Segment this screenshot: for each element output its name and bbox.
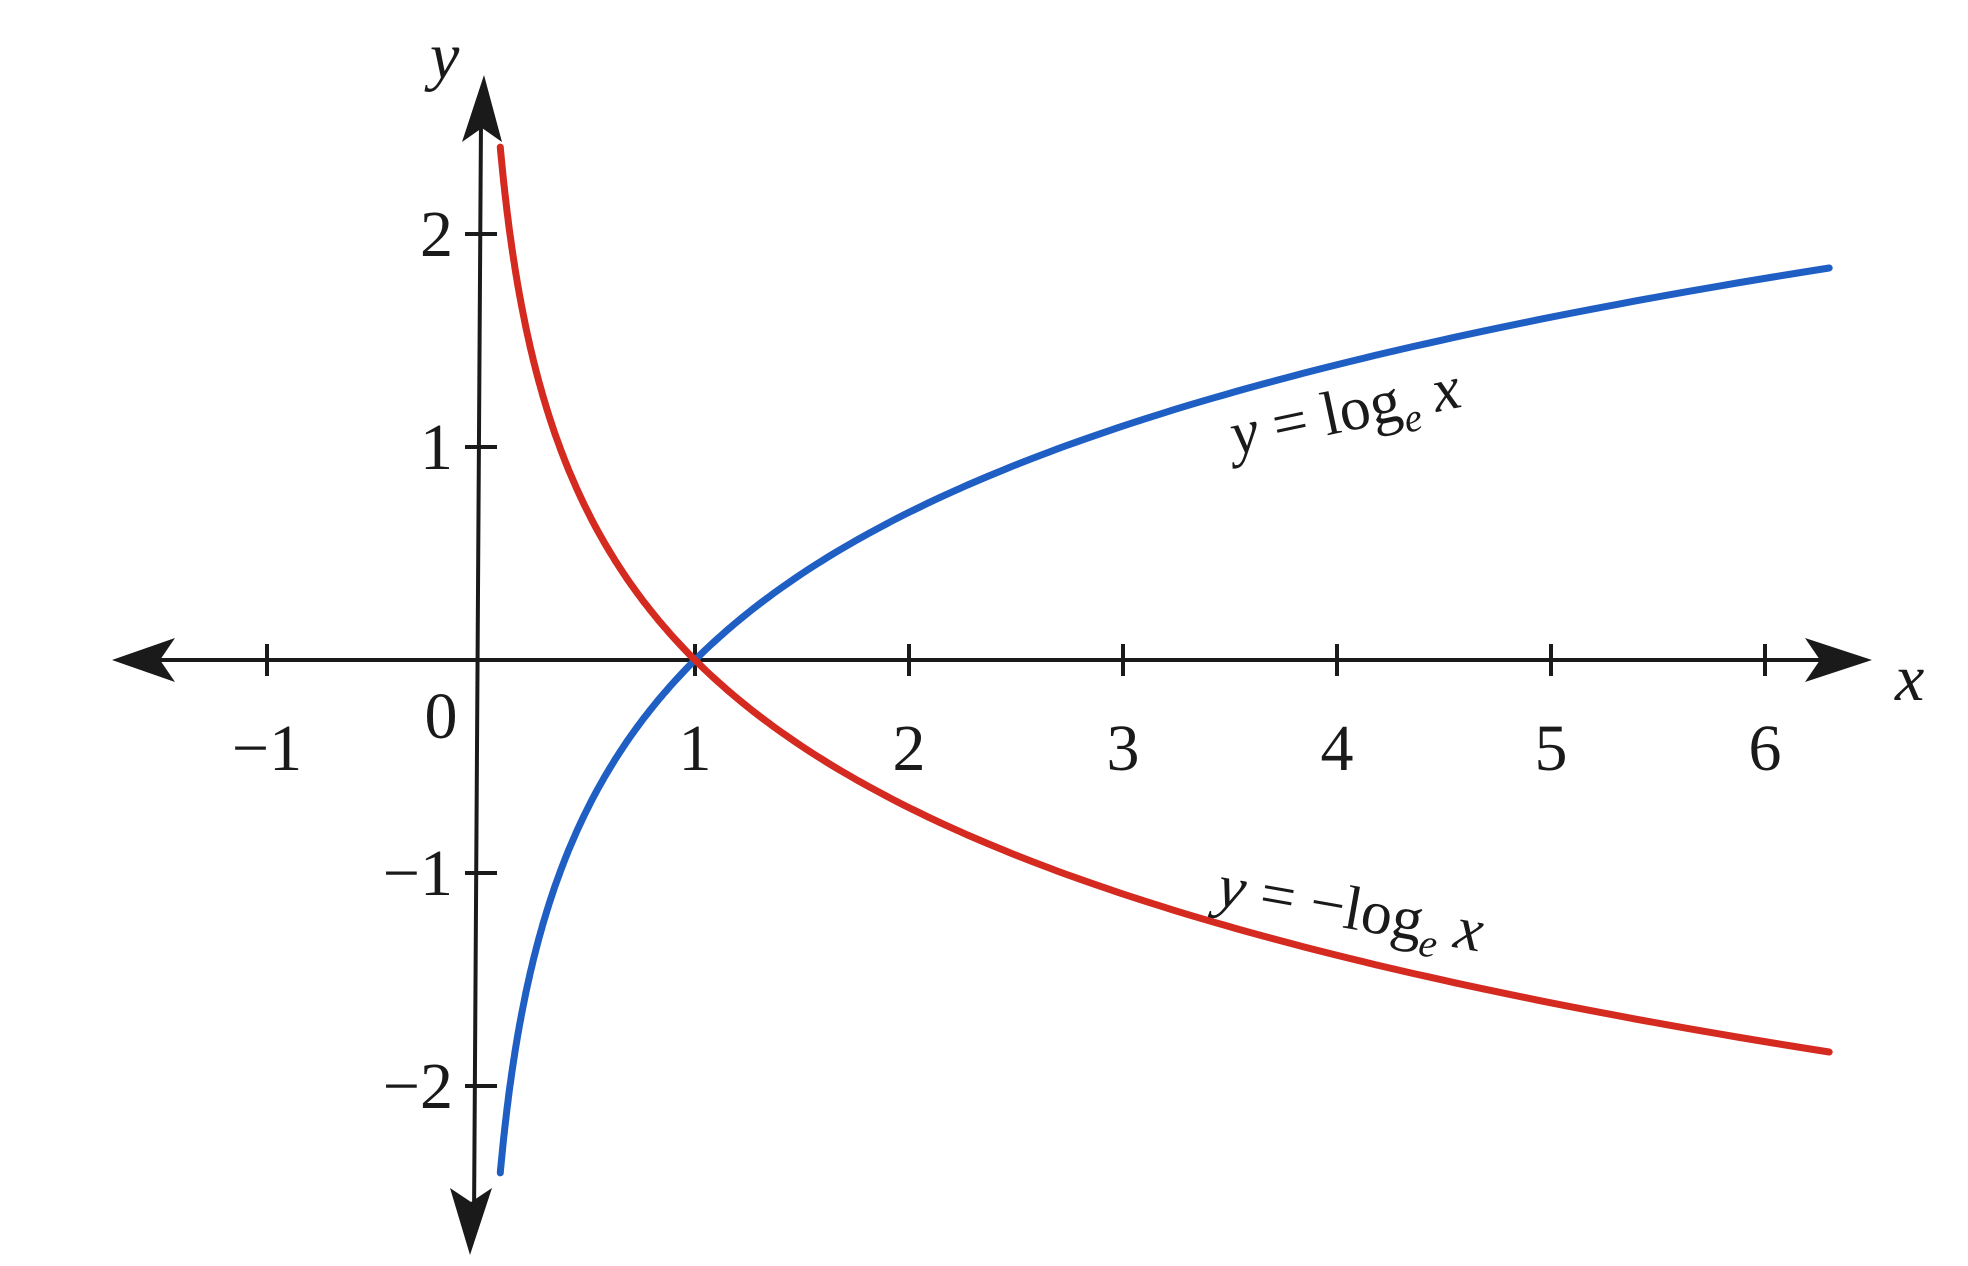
x-tick-label: 3 bbox=[1107, 712, 1140, 785]
axes bbox=[112, 75, 1872, 1255]
log-curve bbox=[496, 264, 1833, 1177]
y-tick-label: −2 bbox=[383, 1050, 453, 1123]
y-tick-label: 1 bbox=[420, 411, 453, 484]
y-tick-label: 2 bbox=[420, 198, 453, 271]
y-axis-line bbox=[472, 119, 483, 1221]
x-axis-left-arrow bbox=[112, 638, 175, 682]
x-tick-label: 2 bbox=[893, 712, 926, 785]
y-axis-label: y bbox=[424, 20, 460, 93]
x-axis-right-arrow bbox=[1805, 638, 1872, 682]
x-tick-label: 5 bbox=[1535, 712, 1568, 785]
x-tick-label: 6 bbox=[1749, 712, 1782, 785]
y-tick-label: −1 bbox=[383, 837, 453, 910]
curves bbox=[496, 143, 1833, 1177]
log-curve-label: y = loge x bbox=[1218, 354, 1469, 479]
y-axis-top-arrow bbox=[462, 75, 502, 142]
x-tick-label: −1 bbox=[232, 712, 302, 785]
x-tick-label: 1 bbox=[679, 712, 712, 785]
x-tick-label: 0 bbox=[425, 680, 458, 753]
x-axis-label: x bbox=[1894, 642, 1924, 715]
neg-log-curve bbox=[496, 143, 1833, 1056]
x-tick-label: 4 bbox=[1321, 712, 1354, 785]
y-axis-bottom-arrow bbox=[450, 1188, 492, 1255]
